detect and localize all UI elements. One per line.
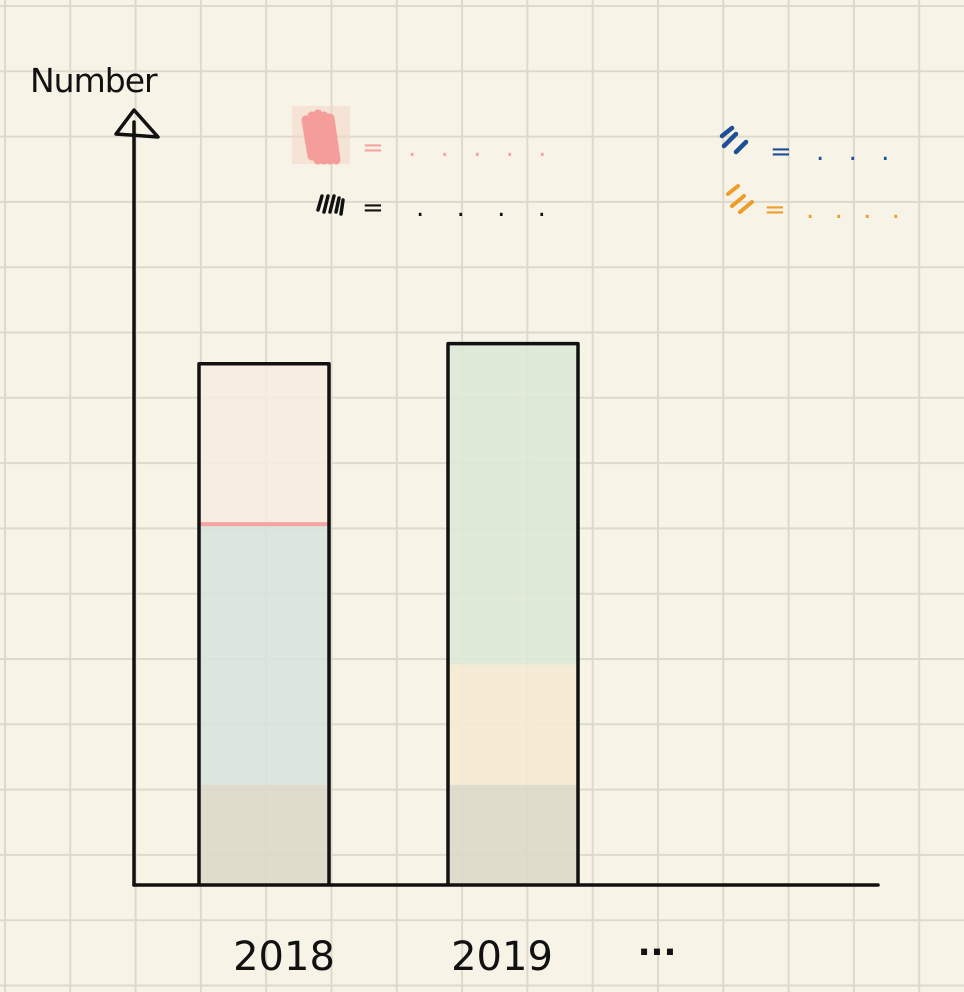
legend-item-orange: = . . . . bbox=[726, 184, 906, 225]
black-scribble-icon bbox=[316, 194, 345, 216]
legend: = . . . . . = . . . . = . . . = . . . . bbox=[292, 106, 906, 225]
y-axis-label: Number bbox=[30, 61, 158, 100]
legend-item-blue: = . . . bbox=[719, 125, 897, 167]
x-tick-label-2018: 2018 bbox=[233, 934, 335, 980]
bar-segment-2019-0 bbox=[448, 784, 578, 885]
bar-segment-2019-2 bbox=[448, 664, 578, 785]
bar-segment-2018-3 bbox=[199, 363, 329, 525]
legend-item-black: = . . . . bbox=[316, 193, 558, 223]
bar-segment-2019-4 bbox=[448, 343, 578, 665]
pink-scribble-icon bbox=[301, 109, 341, 165]
y-axis-arrowhead bbox=[114, 108, 160, 139]
legend-item-pink: = . . . . . bbox=[292, 106, 554, 165]
legend-text-orange: = . . . . bbox=[764, 195, 906, 225]
bar-outline-2019 bbox=[446, 341, 580, 885]
legend-text-black: = . . . . bbox=[362, 193, 558, 223]
bar-outline-2018 bbox=[197, 361, 331, 885]
x-tick-label-2019: 2019 bbox=[451, 934, 553, 980]
blue-scribble-icon bbox=[719, 125, 749, 155]
bar-segment-2018-1 bbox=[199, 524, 329, 785]
orange-scribble-icon bbox=[726, 184, 754, 214]
legend-text-pink: = . . . . . bbox=[362, 133, 554, 163]
x-tick-label-more: ... bbox=[638, 924, 677, 964]
axes bbox=[114, 108, 880, 887]
bar-segment-2018-0 bbox=[199, 784, 329, 885]
bars bbox=[197, 341, 580, 885]
legend-text-blue: = . . . bbox=[770, 137, 897, 167]
